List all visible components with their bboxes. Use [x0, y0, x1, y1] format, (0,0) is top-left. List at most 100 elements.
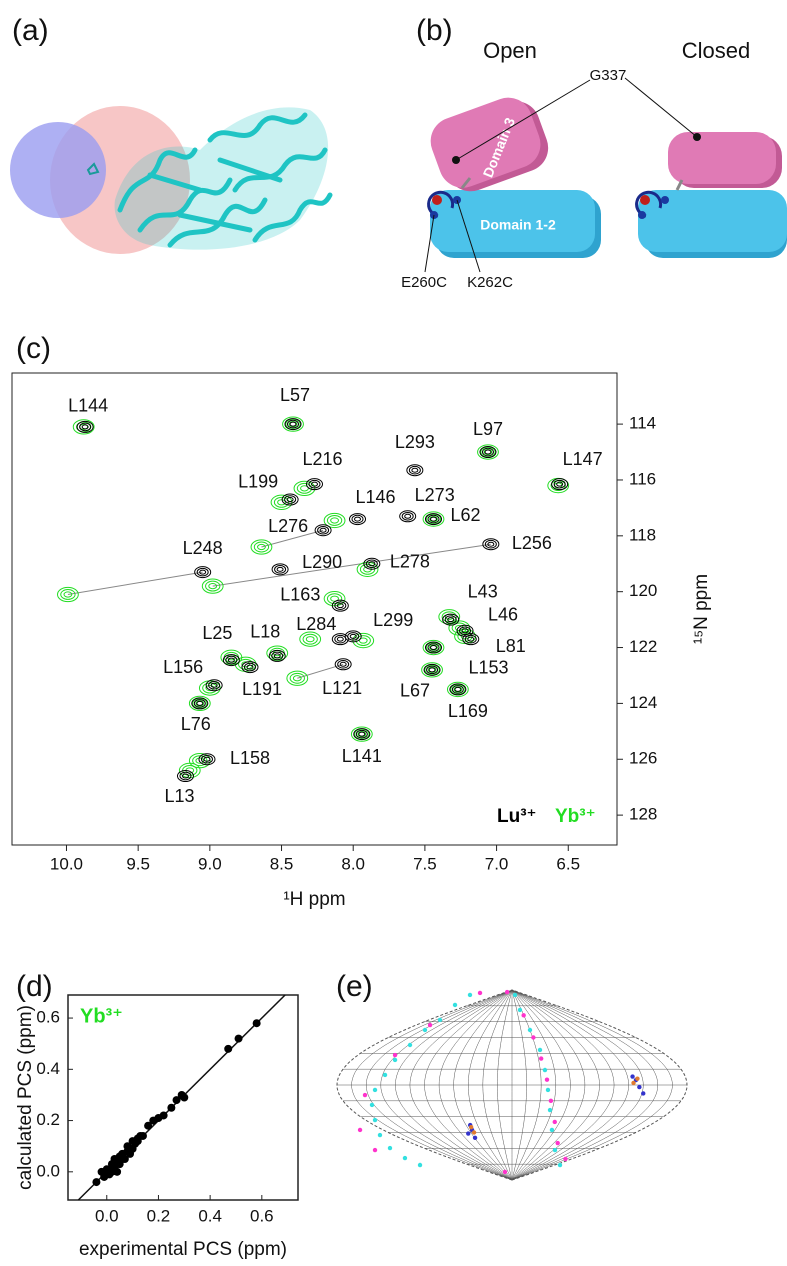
peak-label: L169: [448, 701, 488, 721]
peak-label: L146: [355, 487, 395, 507]
peak-label: L144: [68, 396, 108, 416]
peak-label: L290: [302, 552, 342, 572]
peak-label: L97: [473, 419, 503, 439]
peak: [400, 511, 416, 522]
peak: [480, 447, 496, 458]
x-axis-label: experimental PCS (ppm): [79, 1239, 287, 1260]
residue-label: E260C: [401, 274, 447, 291]
peak-label: L25: [202, 623, 232, 643]
map-point: [358, 1128, 362, 1132]
protein-image: [10, 106, 330, 254]
domain-label: Domain 1-2: [480, 217, 556, 233]
domain-diagram: Open Closed Domain 3 Domain 1-2 G337 E26…: [401, 38, 787, 291]
map-point: [553, 1148, 557, 1152]
point: [167, 1104, 175, 1112]
peak-label: L153: [468, 657, 508, 677]
peak: [552, 479, 568, 490]
point: [100, 1173, 108, 1181]
point: [92, 1178, 100, 1186]
map-point: [472, 1130, 476, 1134]
peak-label: L62: [450, 505, 480, 525]
point: [180, 1094, 188, 1102]
peak: [272, 564, 288, 575]
map-point: [555, 1141, 559, 1145]
point: [118, 1155, 126, 1163]
map-point: [468, 993, 472, 997]
state-label: Open: [483, 38, 537, 63]
residue-label: K262C: [467, 274, 513, 291]
peak: [307, 479, 323, 490]
point: [253, 1019, 261, 1027]
map-point: [363, 1093, 367, 1097]
point: [224, 1045, 232, 1053]
map-point: [550, 1128, 554, 1132]
map-point: [518, 1008, 522, 1012]
y-axis-label: calculated PCS (ppm): [15, 1005, 36, 1190]
x-tick-label: 10.0: [50, 854, 83, 873]
peak: [177, 771, 193, 782]
peak-label: L163: [280, 584, 320, 604]
peak: [285, 419, 301, 430]
y-tick-label: 114: [629, 414, 656, 433]
point: [235, 1035, 243, 1043]
map-point: [635, 1076, 639, 1080]
x-tick-label: 9.5: [126, 854, 150, 873]
peak-label: L248: [183, 538, 223, 558]
map-point: [641, 1091, 645, 1095]
peak-label: L199: [238, 471, 278, 491]
peak-label: L293: [395, 432, 435, 452]
map-point: [558, 1163, 562, 1167]
x-tick-label: 0.6: [250, 1206, 274, 1225]
map-point: [631, 1081, 635, 1085]
map-point: [438, 1018, 442, 1022]
y-tick-label: 0.6: [36, 1008, 60, 1027]
y-tick-label: 122: [629, 637, 657, 656]
peak: [425, 514, 441, 525]
map-point: [418, 1163, 422, 1167]
map-point: [423, 1028, 427, 1032]
map-point: [370, 1103, 374, 1107]
peak: [282, 494, 298, 505]
map-point: [393, 1058, 397, 1062]
peak-label: L284: [296, 614, 336, 634]
y-tick-label: 0.0: [36, 1161, 60, 1180]
map-point: [528, 1028, 532, 1032]
map-point: [531, 1035, 535, 1039]
peak-label: L43: [468, 581, 498, 601]
peak: [350, 514, 366, 525]
map-point: [521, 1013, 525, 1017]
y-tick-label: 0.2: [36, 1110, 60, 1129]
peak-label: L156: [163, 657, 203, 677]
x-tick-label: 8.5: [270, 854, 294, 873]
peak: [242, 662, 258, 673]
peak: [354, 729, 370, 740]
map-point: [478, 991, 482, 995]
map-point: [466, 1131, 470, 1135]
state-label: Closed: [682, 38, 750, 63]
peak: [364, 558, 380, 569]
x-tick-label: 0.4: [198, 1206, 222, 1225]
legend-entry: Lu³⁺: [497, 806, 537, 827]
peak-label: L191: [242, 679, 282, 699]
inset-label: Yb³⁺: [80, 1005, 123, 1027]
legend-entry: Yb³⁺: [555, 806, 596, 827]
map-point: [545, 1078, 549, 1082]
peak-label: L276: [268, 516, 308, 536]
panel-label: (b): [416, 14, 453, 47]
y-tick-label: 116: [629, 469, 656, 488]
map-point: [505, 990, 509, 994]
x-tick-label: 0.0: [95, 1206, 119, 1225]
pair-line: [68, 572, 203, 594]
x-tick-label: 7.5: [413, 854, 437, 873]
map-point: [408, 1043, 412, 1047]
map-point: [388, 1146, 392, 1150]
panel-label: (c): [16, 332, 51, 365]
peak-label: L121: [322, 678, 362, 698]
panel-label: (d): [16, 970, 53, 1003]
map-point: [563, 1157, 567, 1161]
map-point: [473, 1136, 477, 1140]
peak: [300, 632, 321, 646]
map-point: [373, 1118, 377, 1122]
point: [134, 1137, 142, 1145]
page: (a) (b) (c) (d) (e) Open Closed Domain 3…: [0, 0, 787, 1266]
